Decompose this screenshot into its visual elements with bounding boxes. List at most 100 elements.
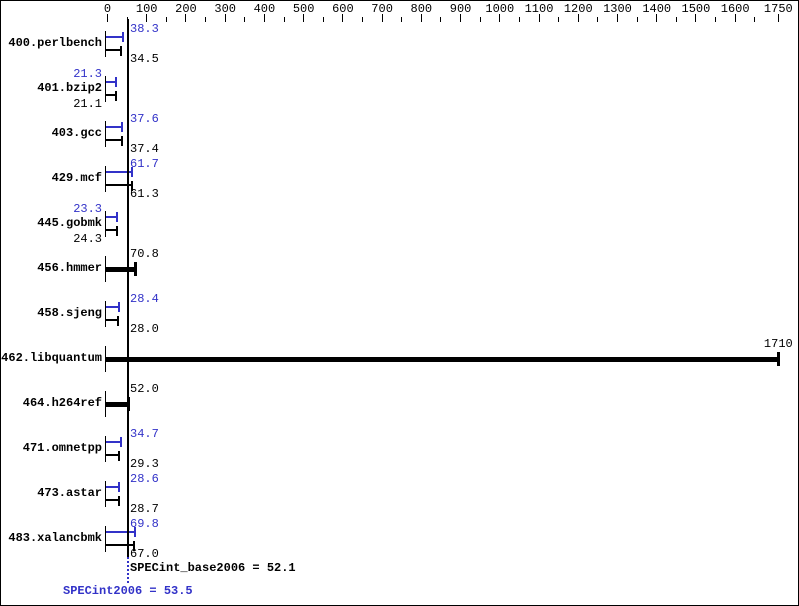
axis-minor-tick (284, 17, 285, 22)
reference-line-peak-dotted (127, 557, 129, 585)
base-value-label: 28.7 (130, 502, 159, 516)
peak-bar (106, 531, 135, 533)
base-bar (106, 319, 119, 321)
axis-major-tick (303, 14, 304, 22)
axis-major-tick (107, 14, 108, 22)
axis-tick-label: 1000 (485, 2, 515, 16)
axis-tick-label: 700 (371, 2, 393, 16)
base-bar (106, 94, 116, 96)
benchmark-label: 445.gobmk (37, 216, 102, 230)
axis-minor-tick (637, 17, 638, 22)
axis-minor-tick (715, 17, 716, 22)
axis-minor-tick (323, 17, 324, 22)
axis-tick-label: 1750 (763, 2, 793, 16)
base-bar-endcap (117, 316, 120, 326)
axis-minor-tick (362, 17, 363, 22)
peak-value-label: 61.7 (130, 157, 159, 171)
axis-tick-label: 0 (103, 2, 112, 16)
axis-major-tick (656, 14, 657, 22)
axis-minor-tick (519, 17, 520, 22)
peak-value-label: 21.3 (73, 67, 102, 81)
base-bar-endcap (116, 226, 119, 236)
peak-value-label: 37.6 (130, 112, 159, 126)
axis-minor-tick (205, 17, 206, 22)
benchmark-label: 464.h264ref (22, 396, 102, 410)
axis-tick-label: 100 (135, 2, 158, 16)
axis-tick-label: 1400 (642, 2, 672, 16)
result-bar-endcap (777, 352, 781, 366)
peak-bar (106, 216, 117, 218)
base-bar (106, 139, 123, 141)
base-bar-endcap (132, 541, 135, 551)
base-bar-endcap (117, 451, 120, 461)
axis-minor-tick (440, 17, 441, 22)
base-bar (106, 544, 134, 546)
peak-bar (106, 171, 132, 173)
benchmark-label: 471.omnetpp (22, 441, 102, 455)
peak-bar-endcap (117, 302, 120, 312)
peak-value-label: 34.7 (130, 427, 159, 441)
base-value-label: 61.3 (130, 187, 159, 201)
base-value-label: 34.5 (130, 52, 159, 66)
benchmark-label: 458.sjeng (37, 306, 102, 320)
peak-value-label: 28.6 (130, 472, 159, 486)
axis-tick-label: 500 (292, 2, 315, 16)
axis-minor-tick (166, 17, 167, 22)
base-bar (106, 229, 118, 231)
row-axis-tick (105, 31, 106, 57)
peak-bar (106, 486, 119, 488)
axis-major-tick (695, 14, 696, 22)
axis-minor-tick (480, 17, 481, 22)
axis-major-tick (185, 14, 186, 22)
base-bar (106, 184, 132, 186)
axis-major-tick (539, 14, 540, 22)
axis-minor-tick (597, 17, 598, 22)
axis-major-tick (499, 14, 500, 22)
result-bar (106, 402, 128, 407)
peak-bar (106, 126, 123, 128)
benchmark-label: 401.bzip2 (37, 81, 102, 95)
peak-bar-endcap (133, 527, 136, 537)
row-axis-tick (105, 436, 106, 462)
axis-major-tick (460, 14, 461, 22)
axis-minor-tick (676, 17, 677, 22)
axis-tick-label: 900 (449, 2, 472, 16)
peak-bar-endcap (130, 167, 133, 177)
row-axis-tick (105, 391, 106, 417)
axis-minor-tick (754, 17, 755, 22)
peak-bar (106, 441, 122, 443)
benchmark-label: 483.xalancbmk (8, 531, 102, 545)
axis-tick-label: 600 (332, 2, 354, 16)
x-axis: 0 100 200 300 400 500 600 700 800 900 1000 1100 1200… (1, 1, 798, 23)
peak-value-label: 38.3 (130, 22, 159, 36)
benchmark-label: 473.astar (37, 486, 102, 500)
benchmark-label: 403.gcc (51, 126, 102, 140)
row-axis-tick (105, 481, 106, 507)
reference-line-base (127, 19, 129, 557)
base-bar (106, 49, 122, 51)
axis-tick-label: 1200 (563, 2, 593, 16)
row-axis-tick (105, 346, 106, 372)
benchmark-label: 456.hmmer (37, 261, 102, 275)
axis-minor-tick (401, 17, 402, 22)
result-bar (106, 357, 779, 362)
result-bar-endcap (134, 262, 138, 276)
base-value-label: 37.4 (130, 142, 159, 156)
peak-bar-endcap (120, 437, 123, 447)
base-value-label: 67.0 (130, 547, 159, 561)
peak-value-label: 69.8 (130, 517, 159, 531)
row-axis-tick (105, 211, 106, 237)
axis-tick-label: 1600 (720, 2, 750, 16)
axis-tick-label: 200 (175, 2, 197, 16)
row-axis-tick (105, 301, 106, 327)
result-value-label: 1710 (763, 337, 793, 351)
benchmark-label: 429.mcf (51, 171, 102, 185)
axis-major-tick (342, 14, 343, 22)
result-bar (106, 267, 136, 272)
base-bar (106, 499, 119, 501)
specint-score-label: SPECint2006 = 53.5 (63, 584, 193, 598)
result-value-label: 52.0 (130, 382, 159, 396)
base-value-label: 29.3 (130, 457, 159, 471)
